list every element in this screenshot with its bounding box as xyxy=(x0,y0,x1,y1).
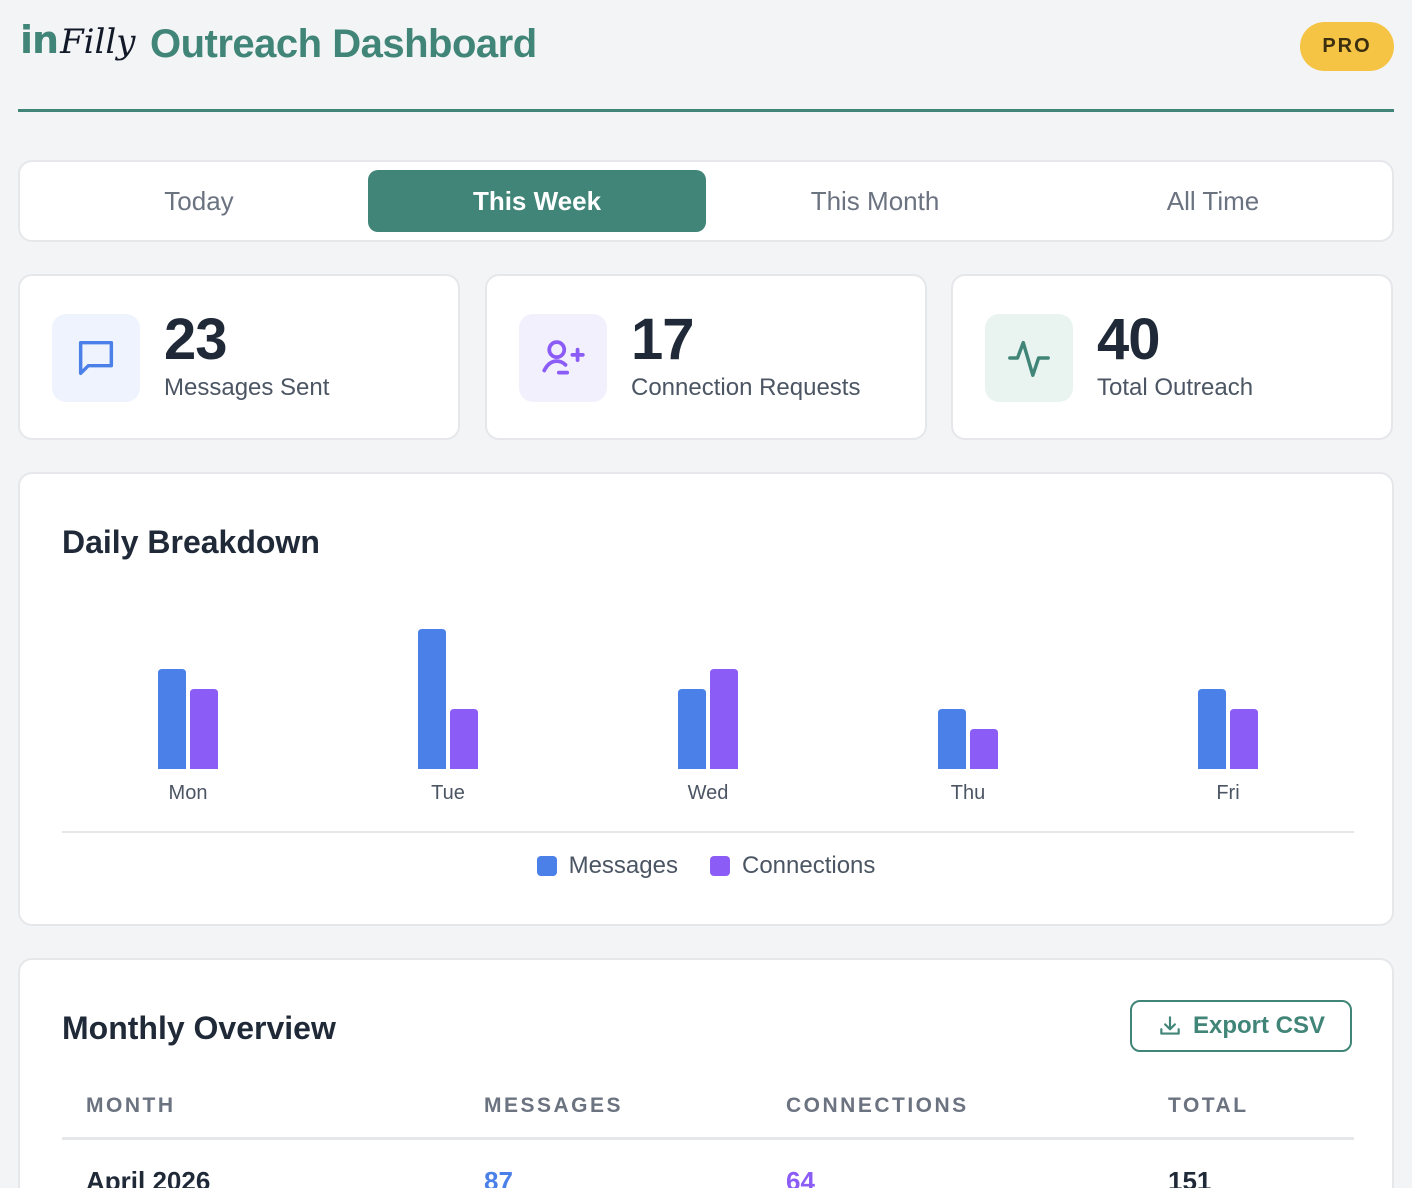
bar-connections-thu[interactable] xyxy=(970,729,998,769)
stat-label: Messages Sent xyxy=(164,374,330,401)
tick-label-mon: Mon xyxy=(169,782,208,804)
tick-label-wed: Wed xyxy=(688,782,729,804)
stat-card-connections: 17 Connection Requests xyxy=(485,274,927,440)
header: in Filly Outreach Dashboard PRO xyxy=(18,0,1394,112)
tab-all-time[interactable]: All Time xyxy=(1166,185,1260,216)
table-header: MONTH MESSAGES CONNECTIONS TOTAL xyxy=(62,1078,1354,1140)
tick-label-thu: Thu xyxy=(951,782,985,804)
tab-this-month[interactable]: This Month xyxy=(810,185,940,216)
logo-text-in: in xyxy=(20,18,59,62)
pro-badge: PRO xyxy=(1300,22,1394,71)
tick-label-tue: Tue xyxy=(431,782,465,804)
bar-messages-wed[interactable] xyxy=(678,689,706,769)
chart-divider xyxy=(62,831,1354,833)
export-csv-label: Export CSV xyxy=(1192,1012,1326,1039)
bar-messages-fri[interactable] xyxy=(1198,689,1226,769)
bar-connections-tue[interactable] xyxy=(450,709,478,769)
chart-legend: Messages Connections xyxy=(20,852,1392,880)
legend-item-messages: Messages xyxy=(536,852,678,880)
bar-connections-wed[interactable] xyxy=(710,669,738,769)
tab-today[interactable]: Today xyxy=(164,185,234,216)
tick-label-fri: Fri xyxy=(1216,782,1239,804)
legend-item-connections: Connections xyxy=(709,852,876,880)
export-csv-button[interactable]: Export CSV xyxy=(1130,1000,1352,1052)
monthly-overview-card: Monthly Overview Export CSV MONTH MESSAG… xyxy=(18,958,1394,1188)
activity-icon xyxy=(985,314,1073,402)
legend-swatch-messages xyxy=(536,856,557,876)
message-icon xyxy=(52,314,140,402)
cell-connections: 64 xyxy=(786,1166,815,1188)
table-row[interactable]: April 2026 87 64 151 xyxy=(62,1140,1354,1188)
cell-messages: 87 xyxy=(484,1166,513,1188)
cell-total: 151 xyxy=(1168,1166,1212,1188)
stat-value: 17 xyxy=(631,307,695,372)
infilly-logo[interactable]: in Filly xyxy=(20,18,136,68)
column-header-total[interactable]: TOTAL xyxy=(1168,1094,1249,1117)
stat-card-messages: 23 Messages Sent xyxy=(18,274,460,440)
cell-month: April 2026 xyxy=(86,1166,211,1188)
legend-label: Messages xyxy=(568,852,678,879)
chart-title: Daily Breakdown xyxy=(62,524,320,560)
bar-messages-mon[interactable] xyxy=(158,669,186,769)
bar-messages-thu[interactable] xyxy=(938,709,966,769)
daily-breakdown-chart: Mon Tue Wed Thu Fri xyxy=(158,629,1258,804)
period-tabs: Today This Week This Month All Time xyxy=(18,160,1394,242)
user-plus-icon xyxy=(519,314,607,402)
stat-label: Connection Requests xyxy=(631,374,861,401)
column-header-messages[interactable]: MESSAGES xyxy=(484,1094,624,1117)
page-title: Outreach Dashboard xyxy=(150,22,537,66)
bar-connections-mon[interactable] xyxy=(190,689,218,769)
stat-label: Total Outreach xyxy=(1097,374,1254,401)
legend-label: Connections xyxy=(741,852,876,879)
column-header-connections[interactable]: CONNECTIONS xyxy=(786,1094,969,1117)
stat-card-total: 40 Total Outreach xyxy=(951,274,1393,440)
download-icon xyxy=(1160,1016,1180,1035)
tab-this-week[interactable]: This Week xyxy=(368,170,706,232)
column-header-month[interactable]: MONTH xyxy=(86,1094,176,1117)
logo-text-filly: Filly xyxy=(60,22,136,62)
bar-connections-fri[interactable] xyxy=(1230,709,1258,769)
stat-value: 40 xyxy=(1097,307,1161,372)
stat-value: 23 xyxy=(164,307,228,372)
legend-swatch-connections xyxy=(709,856,730,876)
daily-breakdown-card: Daily Breakdown Mon Tue Wed Thu Fri Messages… xyxy=(18,472,1394,926)
bar-messages-tue[interactable] xyxy=(418,629,446,769)
monthly-title: Monthly Overview xyxy=(62,1010,336,1046)
